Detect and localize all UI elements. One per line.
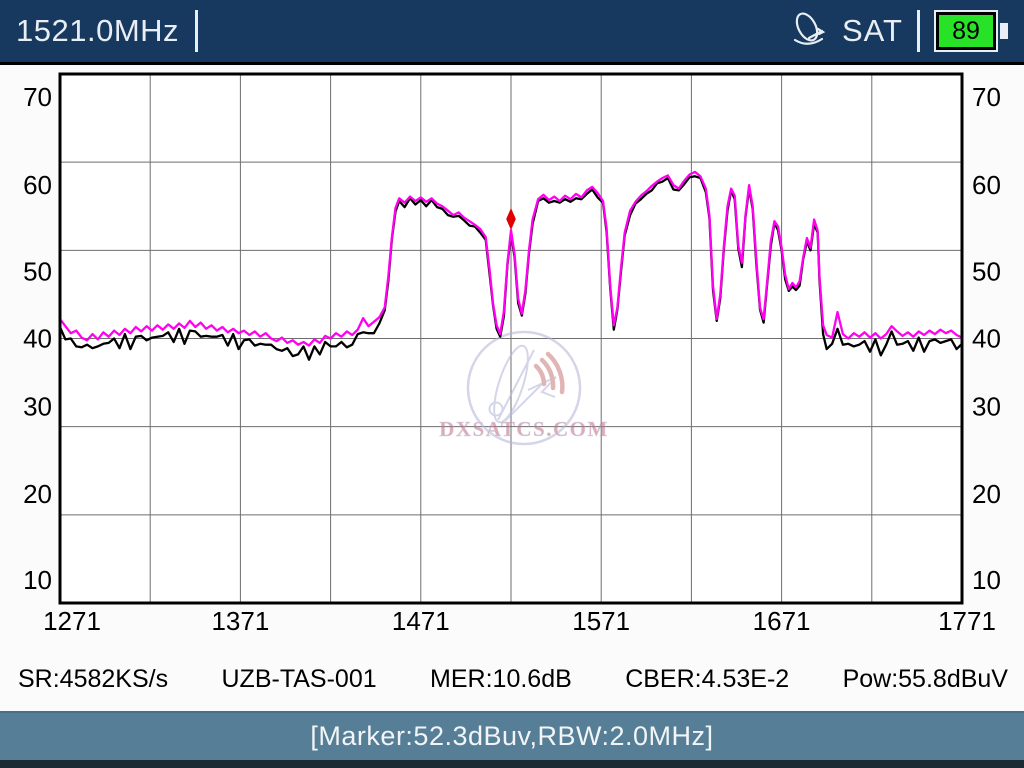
y-tick-label-left: 40 xyxy=(23,324,52,354)
y-tick-label-right: 70 xyxy=(972,82,1001,112)
x-tick-label: 1571 xyxy=(572,606,630,636)
battery-level: 89 xyxy=(936,12,996,50)
measurement-status-row: SR:4582KS/s UZB-TAS-001 MER:10.6dB CBER:… xyxy=(0,647,1024,711)
y-tick-label-right: 40 xyxy=(972,324,1001,354)
spectrum-plot: DXSATCS.COM 70 70 60 60 50 50 40 40 30 30 20 20 10 10 1… xyxy=(0,65,1024,647)
y-tick-label-left: 30 xyxy=(23,392,52,422)
trace-max-hold xyxy=(58,170,964,347)
satellite-name-value: UZB-TAS-001 xyxy=(221,664,377,693)
tuned-frequency-label: 1521.0MHz xyxy=(16,13,180,48)
top-status-bar: 1521.0MHz SAT 89 xyxy=(0,0,1024,62)
y-tick-label-right: 10 xyxy=(972,565,1001,595)
x-tick-label: 1271 xyxy=(43,606,101,636)
marker-info-bar: [Marker:52.3dBuv,RBW:2.0MHz] xyxy=(0,711,1024,760)
y-tick-label-left: 60 xyxy=(23,170,52,200)
x-axis-labels: 1271 1371 1471 1571 1671 1771 xyxy=(43,606,996,636)
topbar-divider xyxy=(195,10,199,52)
grid-lines xyxy=(60,74,962,603)
y-axis-labels: 70 70 60 60 50 50 40 40 30 30 20 20 10 10 xyxy=(23,82,1001,595)
symbol-rate-value: SR:4582KS/s xyxy=(18,664,169,693)
power-value: Pow:55.8dBuV xyxy=(842,664,1008,693)
y-tick-label-right: 20 xyxy=(972,479,1001,509)
satellite-dish-icon xyxy=(788,7,832,56)
y-tick-label-left: 70 xyxy=(23,82,52,112)
x-tick-label: 1671 xyxy=(753,606,811,636)
topbar-right-group: SAT 89 xyxy=(788,7,1024,56)
sat-mode-label: SAT xyxy=(842,13,903,48)
topbar-bottom-rule xyxy=(0,62,1024,65)
watermark-text: DXSATCS.COM xyxy=(439,417,609,441)
marker-diamond xyxy=(506,208,516,231)
signal-waves-icon xyxy=(533,351,565,395)
x-tick-label: 1771 xyxy=(938,606,996,636)
y-tick-label-right: 60 xyxy=(972,170,1001,200)
mer-value: MER:10.6dB xyxy=(430,664,572,693)
satellite-sketch-icon xyxy=(488,344,557,424)
marker-info-text: [Marker:52.3dBuv,RBW:2.0MHz] xyxy=(310,721,714,751)
battery-nub xyxy=(1000,23,1008,39)
x-tick-label: 1371 xyxy=(211,606,269,636)
y-tick-label-right: 30 xyxy=(972,392,1001,422)
x-tick-label: 1471 xyxy=(392,606,450,636)
battery-indicator: 89 xyxy=(936,12,1008,50)
y-tick-label-left: 20 xyxy=(23,479,52,509)
y-tick-label-left: 10 xyxy=(23,565,52,595)
cber-value: CBER:4.53E-2 xyxy=(625,664,790,693)
y-tick-label-right: 50 xyxy=(972,256,1001,286)
y-tick-label-left: 50 xyxy=(23,256,52,286)
topbar-divider xyxy=(917,10,920,52)
plot-border xyxy=(58,72,964,605)
bottom-strip xyxy=(0,760,1024,768)
dxsatcs-watermark: DXSATCS.COM xyxy=(439,330,609,446)
